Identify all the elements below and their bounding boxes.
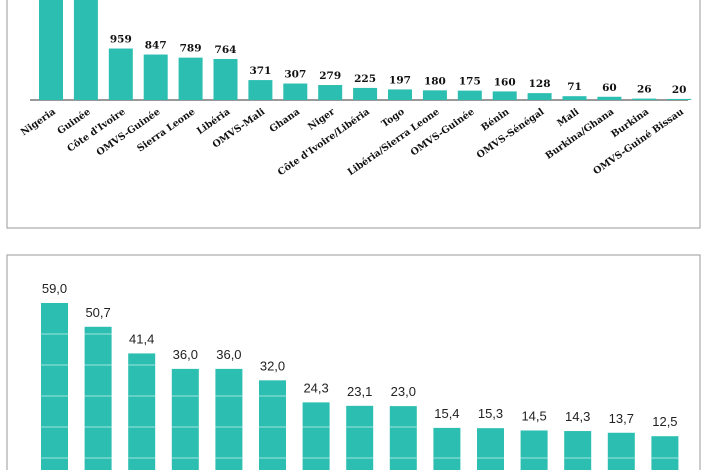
top-category-label: Togo (380, 106, 407, 130)
bottom-bar-14 (651, 436, 679, 470)
top-bar-9 (353, 87, 378, 100)
top-bar-17 (632, 98, 657, 100)
top-chart-value-labels: 959 847 789 764 371 307 279 225 197 180 175 160 128 7… (110, 34, 687, 96)
top-category-label: Mali (555, 106, 581, 129)
bottom-chart-panel: 59,0 50,7 41,4 36,0 36,0 32,0 24,3 23,1 23,0 15,4… (6, 254, 701, 470)
bottom-value-label: 23,1 (347, 384, 372, 399)
top-category-label: Ghana (268, 106, 302, 135)
bottom-bar-12 (564, 431, 592, 470)
bottom-value-label: 50,7 (85, 305, 110, 320)
top-value-label: 225 (354, 73, 376, 85)
top-bar-4 (178, 57, 203, 100)
top-category-label: OMVS-Sénégal (475, 106, 547, 161)
top-chart-frame (6, 0, 701, 229)
bottom-chart-bars (41, 303, 679, 470)
top-category-label: Nigeria (19, 106, 58, 138)
top-bar-7 (283, 83, 308, 100)
top-value-label: 20 (672, 84, 687, 96)
bottom-value-label: 36,0 (216, 347, 241, 362)
top-bar-11 (422, 90, 447, 100)
bottom-bar-3 (171, 368, 199, 470)
bottom-chart-frame (6, 254, 701, 470)
top-bar-1 (73, 0, 98, 100)
top-bar-15 (562, 96, 587, 100)
bottom-bar-8 (389, 406, 417, 470)
top-category-label: OMVS-Guinée (409, 106, 477, 158)
bottom-bar-0 (41, 303, 68, 470)
bottom-value-label: 41,4 (129, 331, 154, 346)
bottom-value-label: 24,3 (303, 380, 328, 395)
bottom-value-label: 15,3 (478, 406, 503, 421)
top-bar-10 (388, 89, 412, 100)
top-value-label: 371 (249, 65, 271, 77)
top-value-label: 175 (459, 76, 481, 88)
top-value-label: 160 (494, 76, 516, 88)
top-value-label: 180 (424, 75, 446, 87)
top-bar-16 (597, 96, 622, 100)
bottom-value-label: 12,5 (652, 414, 677, 429)
top-value-label: 764 (215, 44, 237, 56)
bottom-bar-1 (84, 326, 112, 470)
top-bar-6 (248, 80, 273, 100)
top-value-label: 128 (529, 78, 551, 90)
top-value-label: 60 (602, 82, 617, 94)
bottom-chart-value-labels: 59,0 50,7 41,4 36,0 36,0 32,0 24,3 23,1 23,0 15,4… (42, 281, 678, 429)
top-value-label: 307 (284, 69, 306, 81)
top-bar-8 (318, 85, 343, 100)
bottom-value-label: 32,0 (260, 358, 285, 373)
bottom-bar-11 (520, 430, 548, 470)
top-value-label: 959 (110, 34, 132, 46)
bottom-value-label: 14,5 (521, 408, 546, 423)
bottom-bar-4 (215, 368, 243, 470)
bottom-value-label: 15,4 (434, 406, 459, 421)
top-bar-18 (667, 98, 692, 100)
bottom-bar-13 (607, 432, 635, 470)
top-value-label: 197 (389, 74, 411, 86)
top-value-label: 847 (145, 40, 167, 52)
bottom-value-label: 14,3 (565, 409, 590, 424)
top-value-label: 71 (567, 81, 582, 93)
bottom-bar-5 (259, 380, 286, 470)
top-value-label: 26 (637, 84, 652, 96)
bottom-value-label: 13,7 (609, 411, 634, 426)
top-value-label: 279 (319, 70, 341, 82)
top-bar-12 (457, 90, 482, 100)
top-bar-3 (143, 54, 168, 100)
bottom-bar-6 (302, 402, 330, 470)
top-bar-13 (492, 91, 517, 100)
bottom-value-label: 36,0 (173, 347, 198, 362)
top-chart-panel: 959 847 789 764 371 307 279 225 197 180 175 160 128 7… (6, 0, 701, 229)
bottom-value-label: 59,0 (42, 281, 67, 296)
bottom-bar-9 (433, 427, 461, 470)
bottom-value-label: 23,0 (391, 384, 416, 399)
top-bar-5 (213, 58, 238, 100)
top-bar-14 (527, 93, 552, 100)
top-value-label: 789 (180, 43, 202, 55)
bottom-bar-10 (477, 428, 504, 470)
top-chart-bars (39, 0, 692, 100)
bottom-bar-7 (346, 405, 374, 470)
top-bar-0 (39, 0, 63, 100)
bottom-bar-2 (128, 353, 156, 470)
top-bar-2 (108, 48, 133, 100)
